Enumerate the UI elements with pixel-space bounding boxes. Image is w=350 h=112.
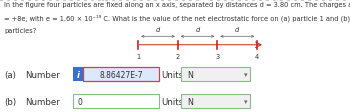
Text: (b): (b): [4, 97, 16, 106]
Text: Units: Units: [162, 70, 184, 79]
Text: i: i: [77, 70, 79, 79]
Text: 2: 2: [176, 54, 180, 60]
Text: 3: 3: [215, 54, 219, 60]
Text: 1: 1: [136, 54, 140, 60]
Text: (a): (a): [4, 70, 16, 79]
FancyBboxPatch shape: [73, 68, 83, 81]
Text: 0: 0: [77, 97, 82, 106]
Text: particles?: particles?: [4, 27, 36, 33]
Text: N: N: [188, 97, 194, 106]
FancyBboxPatch shape: [73, 95, 159, 108]
Text: Number: Number: [25, 70, 60, 79]
FancyBboxPatch shape: [83, 68, 159, 81]
Text: = +8e, with e = 1.60 × 10⁻¹⁹ C. What is the value of the net electrostatic force: = +8e, with e = 1.60 × 10⁻¹⁹ C. What is …: [4, 15, 350, 22]
Text: d: d: [195, 27, 199, 32]
Text: ▾: ▾: [244, 71, 247, 78]
Text: d: d: [235, 27, 239, 32]
Text: Units: Units: [162, 97, 184, 106]
Text: 8.86427E-7: 8.86427E-7: [99, 70, 143, 79]
Text: In the figure four particles are fixed along an x axis, separated by distances d: In the figure four particles are fixed a…: [4, 2, 350, 8]
FancyBboxPatch shape: [181, 68, 250, 81]
Text: d: d: [156, 27, 160, 32]
FancyBboxPatch shape: [181, 95, 250, 108]
Text: ▾: ▾: [244, 98, 247, 104]
Text: 4: 4: [255, 54, 259, 60]
Text: N: N: [188, 70, 194, 79]
Text: Number: Number: [25, 97, 60, 106]
